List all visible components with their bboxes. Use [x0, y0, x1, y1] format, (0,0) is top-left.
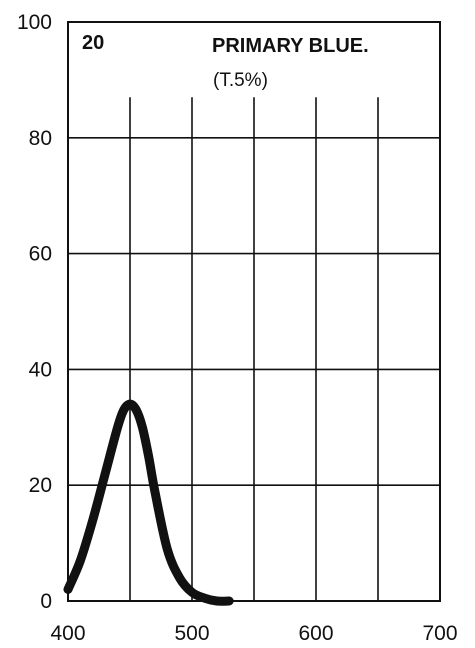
x-tick-label: 600: [298, 622, 333, 645]
x-tick-label: 700: [422, 622, 457, 645]
series-line: [63, 399, 234, 606]
plot-frame: [67, 21, 441, 602]
x-tick-label: 400: [50, 622, 85, 645]
y-tick-label: 80: [29, 127, 52, 150]
y-tick-label: 20: [29, 474, 52, 497]
y-tick-label: 100: [17, 11, 52, 34]
y-tick-labels: 0 20 40 60 80 100: [17, 11, 52, 613]
grid-lines: [68, 97, 440, 601]
y-tick-label: 40: [29, 358, 52, 381]
y-tick-label: 0: [40, 590, 52, 613]
x-tick-labels: 400 500 600 700: [50, 622, 457, 645]
x-tick-label: 500: [174, 622, 209, 645]
panel-number: 20: [82, 32, 104, 54]
y-tick-label: 60: [29, 243, 52, 266]
chart-subtitle: (T.5%): [213, 70, 268, 91]
chart-title: PRIMARY BLUE.: [212, 35, 369, 57]
